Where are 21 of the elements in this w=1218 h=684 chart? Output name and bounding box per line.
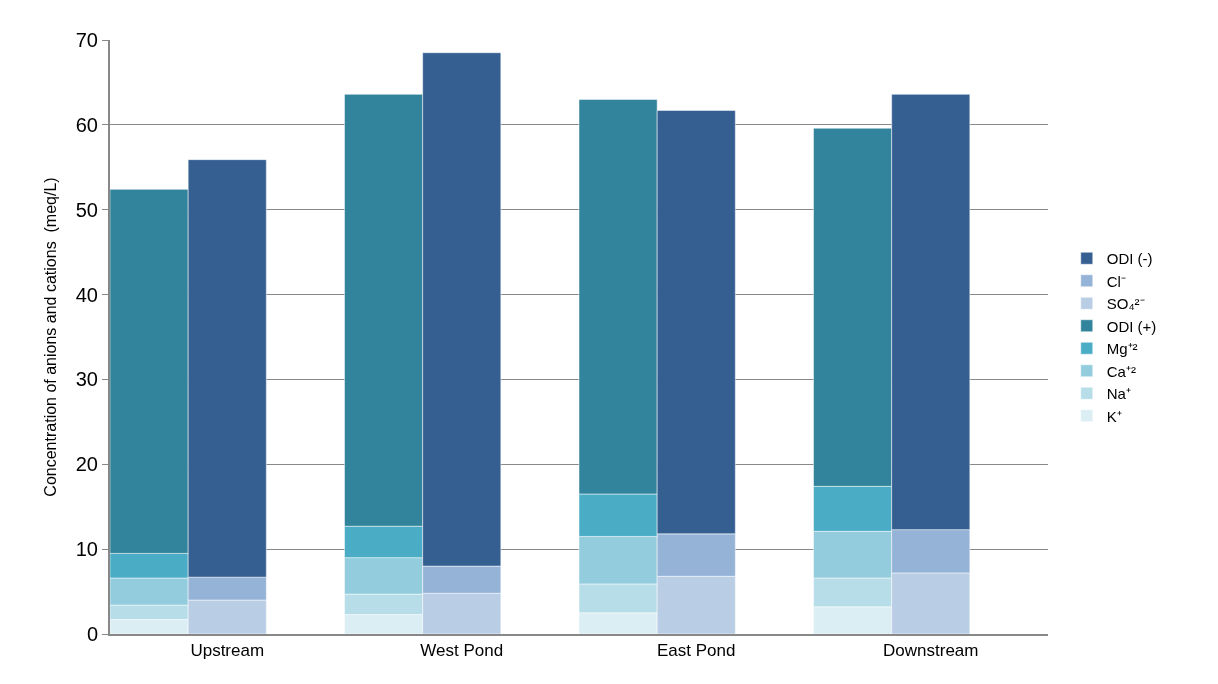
x-tick-label: West Pond <box>420 641 504 661</box>
y-axis-title: Concentration of anions and cations (meq/L) <box>42 177 60 497</box>
y-tick-label: 50 <box>75 198 98 221</box>
y-tick-label: 60 <box>75 113 98 136</box>
y-tick-label: 0 <box>86 623 98 645</box>
legend-label: ODI (-) <box>1106 250 1153 268</box>
x-tick-label: Upstream <box>190 641 265 661</box>
legend-label: ODI (+) <box>1106 317 1157 335</box>
y-tick-label: 30 <box>75 368 98 391</box>
y-tick-label: 10 <box>75 538 98 561</box>
legend-label: Cl⁻ <box>1106 272 1126 290</box>
legend-label: Mg⁺² <box>1106 340 1138 358</box>
legend-label: Na⁺ <box>1106 385 1131 403</box>
legend-label: SO₄²⁻ <box>1106 295 1145 313</box>
legend-label: K⁺ <box>1106 407 1122 425</box>
legend-label: Ca⁺² <box>1106 362 1136 380</box>
y-tick-label: 40 <box>75 283 98 306</box>
x-tick-label: Downstream <box>883 641 979 661</box>
x-tick-label: East Pond <box>657 641 736 661</box>
y-tick-label: 70 <box>75 29 98 51</box>
y-tick-label: 20 <box>75 453 98 476</box>
